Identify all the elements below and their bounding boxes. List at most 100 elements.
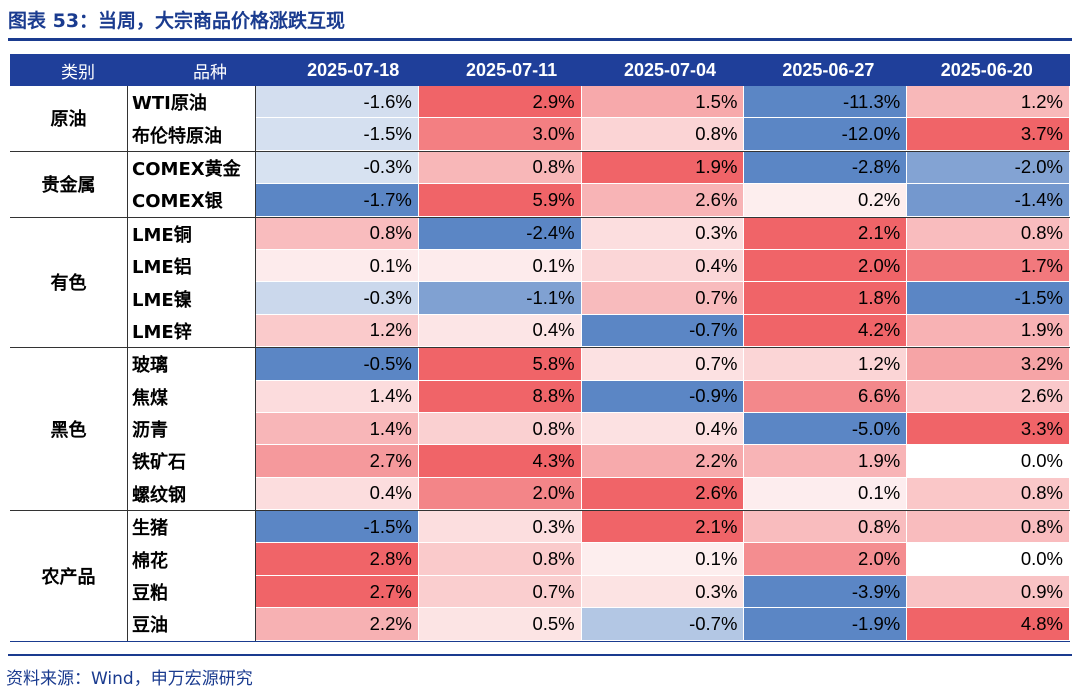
value-cell: 2.8% [256,543,419,576]
variety-label: LME镍 [128,282,257,315]
value-cell: 0.1% [744,477,908,511]
value-cell: 0.3% [581,217,745,250]
value-cell: -1.7% [256,184,419,217]
value-cell: 1.2% [907,86,1070,119]
value-cell: -1.5% [256,511,419,544]
value-cell: 4.8% [907,608,1070,641]
header-date: 2025-07-04 [623,59,717,80]
value-cell: 0.7% [581,282,745,315]
value-cell: 2.1% [581,511,745,544]
category-label: 有色 [10,217,129,348]
variety-label: 玻璃 [128,348,257,381]
table-row: 铁矿石 2.7% 4.3% 2.2% 1.9% 0.0% [128,445,1070,478]
header-date: 2025-07-11 [466,59,558,80]
group-rows: 生猪 -1.5% 0.3% 2.1% 0.8% 0.8% 棉花 2.8% 0.8% 0.1% 2.0… [128,511,1070,641]
value-cell: 0.8% [907,217,1070,250]
value-cell: 3.0% [418,118,582,151]
table-row: WTI原油 -1.6% 2.9% 1.5% -11.3% 1.2% [128,86,1070,119]
value-cell: -0.7% [581,314,745,348]
value-cell: 0.8% [418,151,582,185]
table-row: 棉花 2.8% 0.8% 0.1% 2.0% 0.0% [128,543,1070,576]
value-cell: -1.5% [256,118,419,151]
value-cell: -11.3% [744,86,908,119]
table-body: 原油 WTI原油 -1.6% 2.9% 1.5% -11.3% 1.2% 布伦特原油 -1.5%… [10,86,1070,642]
value-cell: 2.7% [256,445,419,478]
group-rows: WTI原油 -1.6% 2.9% 1.5% -11.3% 1.2% 布伦特原油 -1.5% 3.… [128,86,1070,151]
value-cell: 2.1% [744,217,908,250]
value-cell: 6.6% [744,380,908,413]
value-cell: 0.1% [418,249,582,283]
variety-label: COMEX银 [128,184,257,217]
value-cell: 0.3% [418,511,582,544]
table-group: 黑色 玻璃 -0.5% 5.8% 0.7% 1.2% 3.2% 焦煤 1.4% 8.8% -0.9%… [10,348,1070,512]
header-category: 类别 [61,62,95,83]
value-cell: 2.2% [256,608,419,641]
value-cell: 8.8% [418,380,582,413]
value-cell: 2.0% [418,477,582,511]
group-rows: LME铜 0.8% -2.4% 0.3% 2.1% 0.8% LME铝 0.1% 0.1% 0.4… [128,217,1070,348]
category-label: 原油 [10,86,129,151]
value-cell: 2.0% [744,249,908,283]
value-cell: 0.8% [581,118,745,151]
table-row: 焦煤 1.4% 8.8% -0.9% 6.6% 2.6% [128,380,1070,413]
table-group: 原油 WTI原油 -1.6% 2.9% 1.5% -11.3% 1.2% 布伦特原油 -1.5%… [10,86,1070,152]
value-cell: -2.0% [907,151,1070,185]
value-cell: 2.2% [581,445,745,478]
value-cell: 1.7% [907,249,1070,283]
variety-label: LME铜 [128,217,257,250]
value-cell: 0.4% [418,314,582,348]
value-cell: -1.9% [744,608,908,641]
table-row: COMEX黄金 -0.3% 0.8% 1.9% -2.8% -2.0% [128,151,1070,185]
value-cell: 2.7% [256,575,419,609]
value-cell: -1.1% [418,282,582,315]
variety-label: 铁矿石 [128,445,257,478]
value-cell: 5.9% [418,184,582,217]
variety-label: 沥青 [128,412,257,446]
value-cell: 0.8% [744,511,908,544]
value-cell: 1.9% [744,445,908,478]
value-cell: 0.4% [256,477,419,511]
value-cell: 2.6% [581,477,745,511]
value-cell: 1.9% [907,314,1070,348]
table-group: 农产品 生猪 -1.5% 0.3% 2.1% 0.8% 0.8% 棉花 2.8% 0.8% 0.1%… [10,511,1070,642]
variety-label: 棉花 [128,543,257,576]
category-label: 贵金属 [10,151,129,217]
value-cell: 1.8% [744,282,908,315]
value-cell: 2.0% [744,543,908,576]
value-cell: -12.0% [744,118,908,151]
group-rows: COMEX黄金 -0.3% 0.8% 1.9% -2.8% -2.0% COMEX银 -1.7… [128,151,1070,217]
value-cell: 0.8% [256,217,419,250]
value-cell: 0.7% [581,348,745,381]
value-cell: -2.8% [744,151,908,185]
value-cell: 0.0% [907,543,1070,576]
chart-title: 图表 53：当周，大宗商品价格涨跌互现 [8,10,346,32]
value-cell: -1.6% [256,86,419,119]
value-cell: 0.5% [418,608,582,641]
value-cell: -3.9% [744,575,908,609]
value-cell: 2.6% [581,184,745,217]
value-cell: -0.3% [256,151,419,185]
value-cell: 0.2% [744,184,908,217]
value-cell: 3.3% [907,412,1070,446]
table-row: 生猪 -1.5% 0.3% 2.1% 0.8% 0.8% [128,511,1070,544]
table-row: 玻璃 -0.5% 5.8% 0.7% 1.2% 3.2% [128,348,1070,381]
header-date: 2025-06-27 [782,59,875,80]
value-cell: -0.5% [256,348,419,381]
value-cell: 1.4% [256,380,419,413]
table-row: 螺纹钢 0.4% 2.0% 2.6% 0.1% 0.8% [128,477,1070,511]
header-variety: 品种 [193,62,227,83]
table-row: 沥青 1.4% 0.8% 0.4% -5.0% 3.3% [128,412,1070,446]
variety-label: 焦煤 [128,380,257,413]
category-label: 黑色 [10,348,129,511]
value-cell: -2.4% [418,217,582,250]
value-cell: 0.0% [907,445,1070,478]
value-cell: -1.5% [907,282,1070,315]
header-date: 2025-06-20 [940,59,1033,80]
table-row: LME锌 1.2% 0.4% -0.7% 4.2% 1.9% [128,314,1070,348]
variety-label: COMEX黄金 [128,151,257,185]
value-cell: 5.8% [418,348,582,381]
value-cell: 2.6% [907,380,1070,413]
value-cell: 0.4% [581,412,745,446]
value-cell: 0.1% [256,249,419,283]
value-cell: 3.2% [907,348,1070,381]
